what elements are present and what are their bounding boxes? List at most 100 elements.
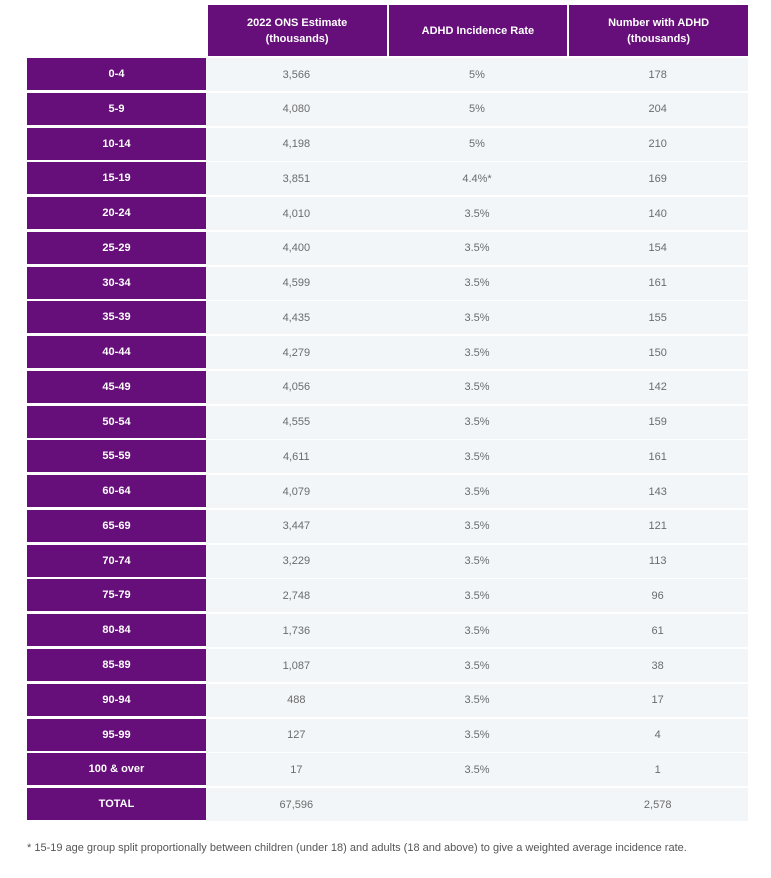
age-group-label: 60-64	[27, 475, 206, 509]
age-group-label: 30-34	[27, 266, 206, 300]
ons-estimate-cell: 4,599	[282, 277, 311, 290]
table-row: 100 & over 17 3.5% 1	[27, 753, 748, 787]
row-values: 3,566 5% 178	[206, 58, 748, 91]
incidence-rate-cell: 5%	[469, 103, 485, 116]
ons-estimate-cell: 4,611	[282, 450, 310, 463]
adhd-number-cell: 142	[648, 381, 667, 394]
incidence-rate-cell: 3.5%	[464, 277, 490, 290]
age-group-label: 80-84	[27, 614, 206, 648]
row-values: 4,056 3.5% 142	[206, 370, 748, 404]
adhd-number-cell: 143	[648, 485, 667, 498]
table-row: 25-29 4,400 3.5% 154	[27, 231, 748, 265]
row-values: 4,611 3.5% 161	[206, 440, 748, 474]
incidence-rate-cell: 3.5%	[464, 416, 490, 429]
row-values: 1,736 3.5% 61	[206, 614, 748, 648]
adhd-number-cell: 150	[648, 346, 667, 359]
table-row-total: TOTAL 67,596 2,578	[27, 788, 748, 822]
ons-estimate-cell: 127	[287, 729, 306, 742]
row-values: 3,447 3.5% 121	[206, 509, 748, 543]
adhd-number-cell: 161	[648, 450, 667, 463]
ons-estimate-cell: 3,851	[282, 172, 311, 185]
row-values: 4,080 5% 204	[206, 92, 748, 126]
ons-estimate-cell: 4,056	[282, 381, 311, 394]
adhd-number-cell: 140	[648, 207, 667, 220]
adhd-number-cell: 159	[648, 416, 667, 429]
footnote: * 15-19 age group split proportionally b…	[27, 842, 687, 854]
row-values: 3,229 3.5% 113	[206, 544, 748, 578]
age-group-label: 45-49	[27, 370, 206, 404]
adhd-number-cell: 154	[648, 242, 667, 255]
age-group-label: 70-74	[27, 544, 206, 578]
incidence-rate-cell: 3.5%	[464, 311, 490, 324]
adhd-number-cell: 178	[648, 68, 667, 81]
age-group-label: 90-94	[27, 683, 206, 717]
age-group-label: 25-29	[27, 231, 206, 265]
ons-estimate-cell: 3,447	[282, 520, 311, 533]
table-row: 80-84 1,736 3.5% 61	[27, 614, 748, 648]
age-group-label: 40-44	[27, 336, 206, 370]
adhd-number-cell: 96	[651, 589, 664, 602]
age-group-label: 100 & over	[27, 753, 206, 787]
age-group-label: 0-4	[27, 58, 206, 91]
table-row: 65-69 3,447 3.5% 121	[27, 509, 748, 543]
ons-estimate-cell: 4,198	[282, 138, 311, 151]
incidence-rate-cell: 3.5%	[464, 729, 490, 742]
table-row: 35-39 4,435 3.5% 155	[27, 301, 748, 335]
ons-estimate-cell: 4,010	[282, 207, 311, 220]
table-row: 70-74 3,229 3.5% 113	[27, 544, 748, 578]
adhd-number-cell: 169	[648, 172, 667, 185]
ons-estimate-cell: 1,736	[282, 624, 311, 637]
table-row: 45-49 4,056 3.5% 142	[27, 370, 748, 404]
row-values: 1,087 3.5% 38	[206, 649, 748, 683]
table-row: 95-99 127 3.5% 4	[27, 718, 748, 752]
adhd-number-total: 2,578	[643, 798, 672, 811]
ons-estimate-cell: 3,229	[282, 555, 311, 568]
adhd-number-cell: 1	[654, 763, 661, 776]
total-label: TOTAL	[27, 788, 206, 822]
age-group-label: 5-9	[27, 92, 206, 126]
ons-estimate-cell: 4,079	[282, 485, 311, 498]
table-row: 5-9 4,080 5% 204	[27, 92, 748, 126]
incidence-rate-cell: 3.5%	[464, 555, 490, 568]
ons-estimate-total: 67,596	[279, 798, 314, 811]
ons-estimate-cell: 2,748	[282, 589, 311, 602]
adhd-number-cell: 155	[648, 311, 667, 324]
adhd-table: 2022 ONS Estimate (thousands) ADHD Incid…	[27, 5, 748, 823]
row-values: 4,435 3.5% 155	[206, 301, 748, 335]
row-values: 4,198 5% 210	[206, 127, 748, 161]
row-values: 4,079 3.5% 143	[206, 475, 748, 509]
age-group-label: 20-24	[27, 197, 206, 231]
age-group-label: 50-54	[27, 405, 206, 439]
incidence-rate-cell: 3.5%	[464, 520, 490, 533]
header-blank-cell	[27, 5, 206, 56]
incidence-rate-cell: 3.5%	[464, 346, 490, 359]
incidence-rate-total	[387, 788, 568, 821]
table-row: 60-64 4,079 3.5% 143	[27, 475, 748, 509]
table-row: 20-24 4,010 3.5% 140	[27, 197, 748, 231]
ons-estimate-cell: 4,400	[282, 242, 311, 255]
incidence-rate-cell: 3.5%	[464, 450, 490, 463]
adhd-number-cell: 204	[648, 103, 667, 116]
ons-estimate-cell: 4,279	[282, 346, 311, 359]
adhd-number-cell: 210	[648, 138, 667, 151]
table-row: 55-59 4,611 3.5% 161	[27, 440, 748, 474]
row-values: 3,851 4.4%* 169	[206, 162, 748, 196]
ons-estimate-cell: 17	[290, 763, 303, 776]
table-row: 0-4 3,566 5% 178	[27, 58, 748, 91]
incidence-rate-cell: 3.5%	[464, 659, 490, 672]
age-group-label: 65-69	[27, 509, 206, 543]
incidence-rate-cell: 3.5%	[464, 694, 490, 707]
row-values: 67,596 2,578	[206, 788, 748, 822]
ons-estimate-cell: 4,435	[282, 311, 311, 324]
table-row: 90-94 488 3.5% 17	[27, 683, 748, 717]
adhd-number-cell: 4	[654, 729, 661, 742]
age-group-label: 55-59	[27, 440, 206, 474]
table-header-row: 2022 ONS Estimate (thousands) ADHD Incid…	[27, 5, 748, 56]
age-group-label: 10-14	[27, 127, 206, 161]
table-row: 15-19 3,851 4.4%* 169	[27, 162, 748, 196]
row-values: 488 3.5% 17	[206, 683, 748, 717]
row-values: 2,748 3.5% 96	[206, 579, 748, 613]
table-row: 85-89 1,087 3.5% 38	[27, 649, 748, 683]
adhd-number-cell: 121	[648, 520, 667, 533]
adhd-number-cell: 17	[651, 694, 664, 707]
